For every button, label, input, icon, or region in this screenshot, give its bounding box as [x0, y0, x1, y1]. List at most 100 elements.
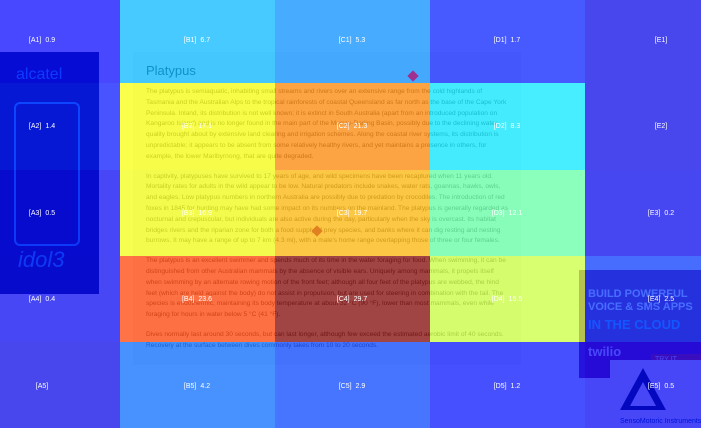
cell-label: [B2] 17.1	[182, 123, 212, 130]
cell-id: [C2]	[337, 123, 350, 130]
cell-id: [C1]	[339, 37, 352, 44]
heat-cell	[120, 0, 275, 83]
cell-value: 0.2	[664, 210, 674, 217]
heat-cell	[585, 0, 701, 83]
cell-id: [E4]	[648, 296, 661, 303]
cell-value: 21.3	[354, 123, 368, 130]
cell-label: [A2] 1.4	[29, 123, 55, 130]
cell-id: [E1]	[655, 37, 668, 44]
cell-value: 1.4	[45, 123, 55, 130]
cell-value: 2.5	[664, 296, 674, 303]
cell-value: 4.2	[200, 383, 210, 390]
cell-id: [D1]	[494, 37, 507, 44]
heat-cell	[430, 0, 585, 83]
cell-value: 5.3	[356, 37, 366, 44]
cell-value: 16.9	[198, 210, 212, 217]
cell-value: 23.6	[198, 296, 212, 303]
cell-id: [C4]	[337, 296, 350, 303]
cell-label: [A4] 0.4	[29, 296, 55, 303]
cell-value: 2.9	[356, 383, 366, 390]
cell-label: [C5] 2.9	[339, 383, 366, 390]
cell-label: [D2] 8.3	[494, 123, 521, 130]
heat-cell	[585, 342, 701, 428]
cell-label: [B5] 4.2	[184, 383, 210, 390]
heat-cell	[0, 256, 120, 342]
heat-cell	[0, 170, 120, 256]
cell-id: [D4]	[492, 296, 505, 303]
heat-cell	[120, 342, 275, 428]
cell-id: [B4]	[182, 296, 195, 303]
cell-label: [E4] 2.5	[648, 296, 674, 303]
cell-id: [D5]	[494, 383, 507, 390]
heat-cell	[585, 83, 701, 170]
cell-value: 1.2	[511, 383, 521, 390]
cell-label: [A5]	[36, 383, 49, 390]
heat-cell	[275, 342, 430, 428]
heat-cell	[0, 342, 120, 428]
cell-label: [D1] 1.7	[494, 37, 521, 44]
cell-value: 0.9	[45, 37, 55, 44]
cell-value: 0.5	[45, 210, 55, 217]
cell-label: [E2]	[655, 123, 668, 130]
heat-cell	[430, 256, 585, 342]
heat-cell	[585, 170, 701, 256]
heat-cell	[430, 342, 585, 428]
cell-id: [E2]	[655, 123, 668, 130]
cell-id: [D3]	[492, 210, 505, 217]
cell-label: [B4] 23.6	[182, 296, 212, 303]
cell-label: [C3] 19.7	[337, 210, 368, 217]
heat-cell	[585, 256, 701, 342]
cell-id: [A5]	[36, 383, 49, 390]
cell-id: [C5]	[339, 383, 352, 390]
cell-value: 17.1	[198, 123, 212, 130]
cell-label: [E1]	[655, 37, 668, 44]
cell-id: [A1]	[29, 37, 42, 44]
cell-id: [E3]	[648, 210, 661, 217]
cell-value: 0.4	[45, 296, 55, 303]
cell-value: 6.7	[200, 37, 210, 44]
cell-label: [D3] 12.1	[492, 210, 523, 217]
cell-label: [E5] 0.5	[648, 383, 674, 390]
heat-cell	[120, 170, 275, 256]
cell-value: 29.7	[354, 296, 368, 303]
cell-value: 8.3	[511, 123, 521, 130]
cell-value: 12.1	[509, 210, 523, 217]
cell-id: [B2]	[182, 123, 195, 130]
heat-cell	[275, 83, 430, 170]
cell-label: [C1] 5.3	[339, 37, 366, 44]
heat-cell	[0, 0, 120, 83]
cell-value: 19.7	[354, 210, 368, 217]
cell-id: [A3]	[29, 210, 42, 217]
cell-label: [D5] 1.2	[494, 383, 521, 390]
cell-id: [E5]	[648, 383, 661, 390]
heat-cell	[120, 83, 275, 170]
cell-id: [D2]	[494, 123, 507, 130]
cell-label: [B1] 6.7	[184, 37, 210, 44]
heat-cell	[275, 170, 430, 256]
heat-cell	[120, 256, 275, 342]
heat-cell	[275, 256, 430, 342]
heat-cell	[430, 83, 585, 170]
cell-label: [C4] 29.7	[337, 296, 368, 303]
cell-id: [A4]	[29, 296, 42, 303]
cell-id: [B3]	[182, 210, 195, 217]
cell-id: [B1]	[184, 37, 197, 44]
cell-label: [E3] 0.2	[648, 210, 674, 217]
cell-label: [A3] 0.5	[29, 210, 55, 217]
cell-value: 0.5	[664, 383, 674, 390]
heat-cell	[430, 170, 585, 256]
heat-cell	[0, 83, 120, 170]
cell-value: 15.5	[509, 296, 523, 303]
cell-id: [B5]	[184, 383, 197, 390]
cell-id: [A2]	[29, 123, 42, 130]
cell-label: [A1] 0.9	[29, 37, 55, 44]
marker	[311, 225, 323, 237]
heat-cell	[275, 0, 430, 83]
cell-label: [D4] 15.5	[492, 296, 523, 303]
cell-value: 1.7	[511, 37, 521, 44]
cell-label: [B3] 16.9	[182, 210, 212, 217]
cell-label: [C2] 21.3	[337, 123, 368, 130]
cell-id: [C3]	[337, 210, 350, 217]
